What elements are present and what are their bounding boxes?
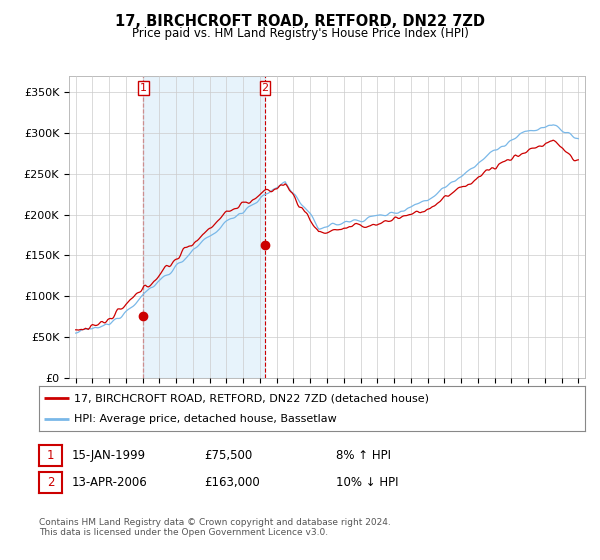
Text: Price paid vs. HM Land Registry's House Price Index (HPI): Price paid vs. HM Land Registry's House … [131, 27, 469, 40]
Text: 13-APR-2006: 13-APR-2006 [72, 475, 148, 489]
Text: £75,500: £75,500 [204, 449, 252, 462]
Text: £163,000: £163,000 [204, 475, 260, 489]
Text: 10% ↓ HPI: 10% ↓ HPI [336, 475, 398, 489]
Text: HPI: Average price, detached house, Bassetlaw: HPI: Average price, detached house, Bass… [74, 414, 337, 424]
Text: 1: 1 [47, 449, 54, 462]
Text: Contains HM Land Registry data © Crown copyright and database right 2024.
This d: Contains HM Land Registry data © Crown c… [39, 518, 391, 538]
Text: 8% ↑ HPI: 8% ↑ HPI [336, 449, 391, 462]
Text: 17, BIRCHCROFT ROAD, RETFORD, DN22 7ZD: 17, BIRCHCROFT ROAD, RETFORD, DN22 7ZD [115, 14, 485, 29]
Text: 1: 1 [140, 83, 147, 93]
Text: 2: 2 [47, 475, 54, 489]
Text: 17, BIRCHCROFT ROAD, RETFORD, DN22 7ZD (detached house): 17, BIRCHCROFT ROAD, RETFORD, DN22 7ZD (… [74, 394, 430, 404]
Text: 15-JAN-1999: 15-JAN-1999 [72, 449, 146, 462]
Text: 2: 2 [261, 83, 268, 93]
Bar [143, 76, 265, 378]
